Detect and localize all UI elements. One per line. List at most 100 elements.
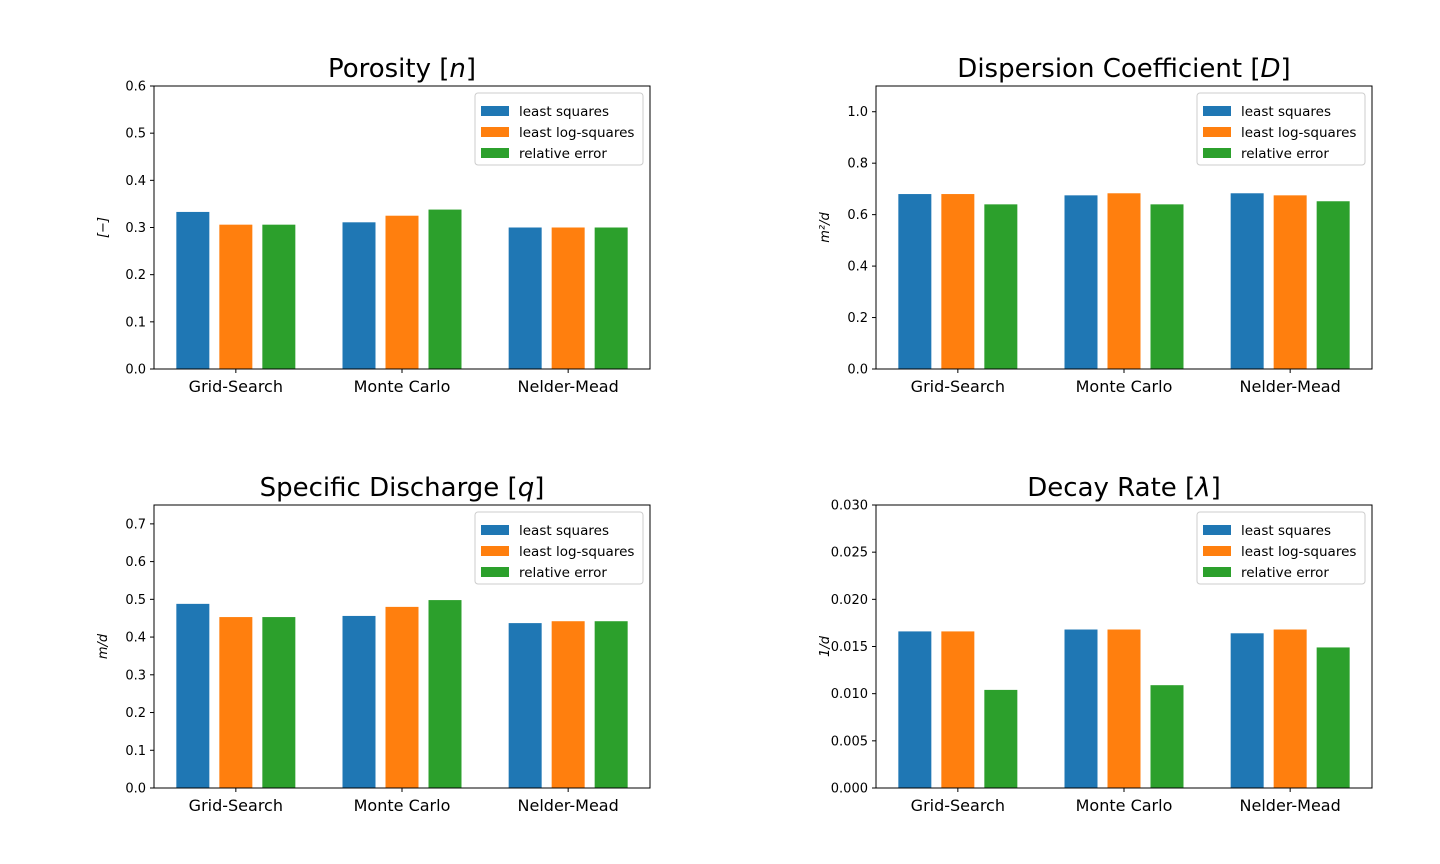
- bar-relative-error-2: [428, 209, 462, 369]
- bar-relative-error-1: [262, 224, 296, 369]
- x-tick-label: Grid-Search: [911, 796, 1005, 815]
- legend-swatch: [1203, 567, 1231, 577]
- chart-title-end: ]: [1211, 473, 1221, 503]
- chart-title-symbol: q: [518, 473, 535, 503]
- legend-swatch: [481, 546, 509, 556]
- legend-swatch: [481, 525, 509, 535]
- bar-least-log-squares-1: [941, 194, 975, 369]
- chart-title-symbol: D: [1261, 54, 1281, 84]
- x-tick-label: Nelder-Mead: [1240, 377, 1341, 396]
- y-tick-label: 0.5: [125, 593, 146, 608]
- bar-relative-error-2: [1150, 204, 1184, 369]
- legend-entry-label: least squares: [519, 523, 609, 539]
- y-tick-label: 0.4: [847, 260, 868, 275]
- bar-least-squares-2: [1064, 629, 1098, 788]
- legend-frame: [1196, 92, 1366, 166]
- chart-title-text: Dispersion Coefficient [: [957, 54, 1260, 84]
- bar-least-squares-3: [508, 227, 542, 369]
- y-tick-label: 0.2: [125, 268, 146, 283]
- legend-entry-label: relative error: [519, 565, 607, 581]
- y-tick-label: 0.4: [125, 174, 146, 189]
- x-tick-label: Grid-Search: [189, 796, 283, 815]
- y-axis-label: [−]: [96, 217, 111, 238]
- bar-least-log-squares-1: [219, 617, 253, 788]
- legend-swatch: [481, 567, 509, 577]
- x-tick-label: Monte Carlo: [354, 377, 451, 396]
- y-tick-label: 0.6: [847, 208, 868, 223]
- legend-swatch: [1203, 148, 1231, 158]
- chart-title-text: Porosity [: [328, 54, 449, 84]
- legend-entry-label: relative error: [1241, 565, 1329, 581]
- y-tick-label: 0.025: [831, 546, 868, 561]
- legend: least squares least log-squares relative e…: [474, 92, 644, 166]
- y-tick-label: 0.8: [847, 157, 868, 172]
- legend-frame: [1196, 511, 1366, 585]
- chart-title-end: ]: [534, 473, 544, 503]
- legend: least squares least log-squares relative e…: [1196, 511, 1366, 585]
- bar-relative-error-1: [984, 204, 1018, 369]
- legend-entry-label: least squares: [1241, 523, 1331, 539]
- bar-relative-error-3: [1316, 647, 1350, 788]
- bar-relative-error-2: [1150, 685, 1184, 788]
- chart-panel-4: 0.000 0.005 0.010 0.015 0.020 0.025 0.030 Grid-…: [818, 473, 1373, 815]
- legend: least squares least log-squares relative e…: [474, 511, 644, 585]
- bar-relative-error-3: [594, 621, 628, 788]
- legend-frame: [474, 511, 644, 585]
- bar-least-squares-2: [1064, 195, 1098, 369]
- legend-swatch: [1203, 546, 1231, 556]
- legend-frame: [474, 92, 644, 166]
- x-tick-label: Monte Carlo: [1076, 796, 1173, 815]
- x-tick-label: Nelder-Mead: [518, 796, 619, 815]
- bar-least-squares-2: [342, 222, 376, 369]
- bar-relative-error-1: [262, 617, 296, 788]
- bar-least-squares-1: [176, 603, 210, 788]
- y-axis-label: m/d: [96, 633, 111, 659]
- y-axis-label: m²/d: [818, 212, 833, 243]
- chart-panel-2: 0.0 0.2 0.4 0.6 0.8 1.0 Grid-Search Monte Carlo…: [818, 54, 1373, 396]
- y-tick-label: 1.0: [847, 105, 868, 120]
- legend-entry-label: relative error: [1241, 146, 1329, 162]
- bar-least-squares-2: [342, 615, 376, 788]
- bar-least-log-squares-1: [941, 631, 975, 788]
- bar-least-squares-3: [1230, 193, 1264, 369]
- legend-swatch: [1203, 106, 1231, 116]
- legend-entry-label: least log-squares: [519, 125, 634, 141]
- bar-least-log-squares-2: [1107, 193, 1141, 369]
- bar-relative-error-3: [1316, 201, 1350, 369]
- bar-least-squares-1: [898, 631, 932, 788]
- y-tick-label: 0.3: [125, 668, 146, 683]
- y-tick-label: 0.4: [125, 631, 146, 646]
- y-tick-label: 0.1: [125, 315, 146, 330]
- y-tick-label: 0.010: [831, 687, 868, 702]
- y-tick-label: 0.2: [125, 706, 146, 721]
- legend-swatch: [481, 106, 509, 116]
- y-tick-label: 0.020: [831, 593, 868, 608]
- bar-relative-error-2: [428, 600, 462, 788]
- legend-entry-label: relative error: [519, 146, 607, 162]
- y-tick-label: 0.6: [125, 80, 146, 95]
- x-tick-label: Nelder-Mead: [1240, 796, 1341, 815]
- x-tick-label: Monte Carlo: [1076, 377, 1173, 396]
- chart-title-text: Specific Discharge [: [260, 473, 518, 503]
- legend: least squares least log-squares relative e…: [1196, 92, 1366, 166]
- bar-least-log-squares-3: [551, 227, 585, 369]
- legend-swatch: [481, 148, 509, 158]
- y-tick-label: 0.1: [125, 744, 146, 759]
- x-tick-label: Grid-Search: [189, 377, 283, 396]
- y-tick-label: 0.6: [125, 555, 146, 570]
- chart-title-end: ]: [466, 54, 476, 84]
- chart-title: Decay Rate [λ]: [1027, 473, 1220, 503]
- y-tick-label: 0.030: [831, 499, 868, 514]
- chart-title: Specific Discharge [q]: [260, 473, 545, 503]
- x-tick-label: Grid-Search: [911, 377, 1005, 396]
- y-tick-label: 0.0: [125, 782, 146, 797]
- x-tick-label: Monte Carlo: [354, 796, 451, 815]
- bar-least-squares-3: [508, 623, 542, 788]
- legend-swatch: [481, 127, 509, 137]
- y-tick-label: 0.0: [125, 363, 146, 378]
- legend-entry-label: least log-squares: [1241, 544, 1356, 560]
- legend-swatch: [1203, 127, 1231, 137]
- bar-relative-error-1: [984, 689, 1018, 788]
- legend-swatch: [1203, 525, 1231, 535]
